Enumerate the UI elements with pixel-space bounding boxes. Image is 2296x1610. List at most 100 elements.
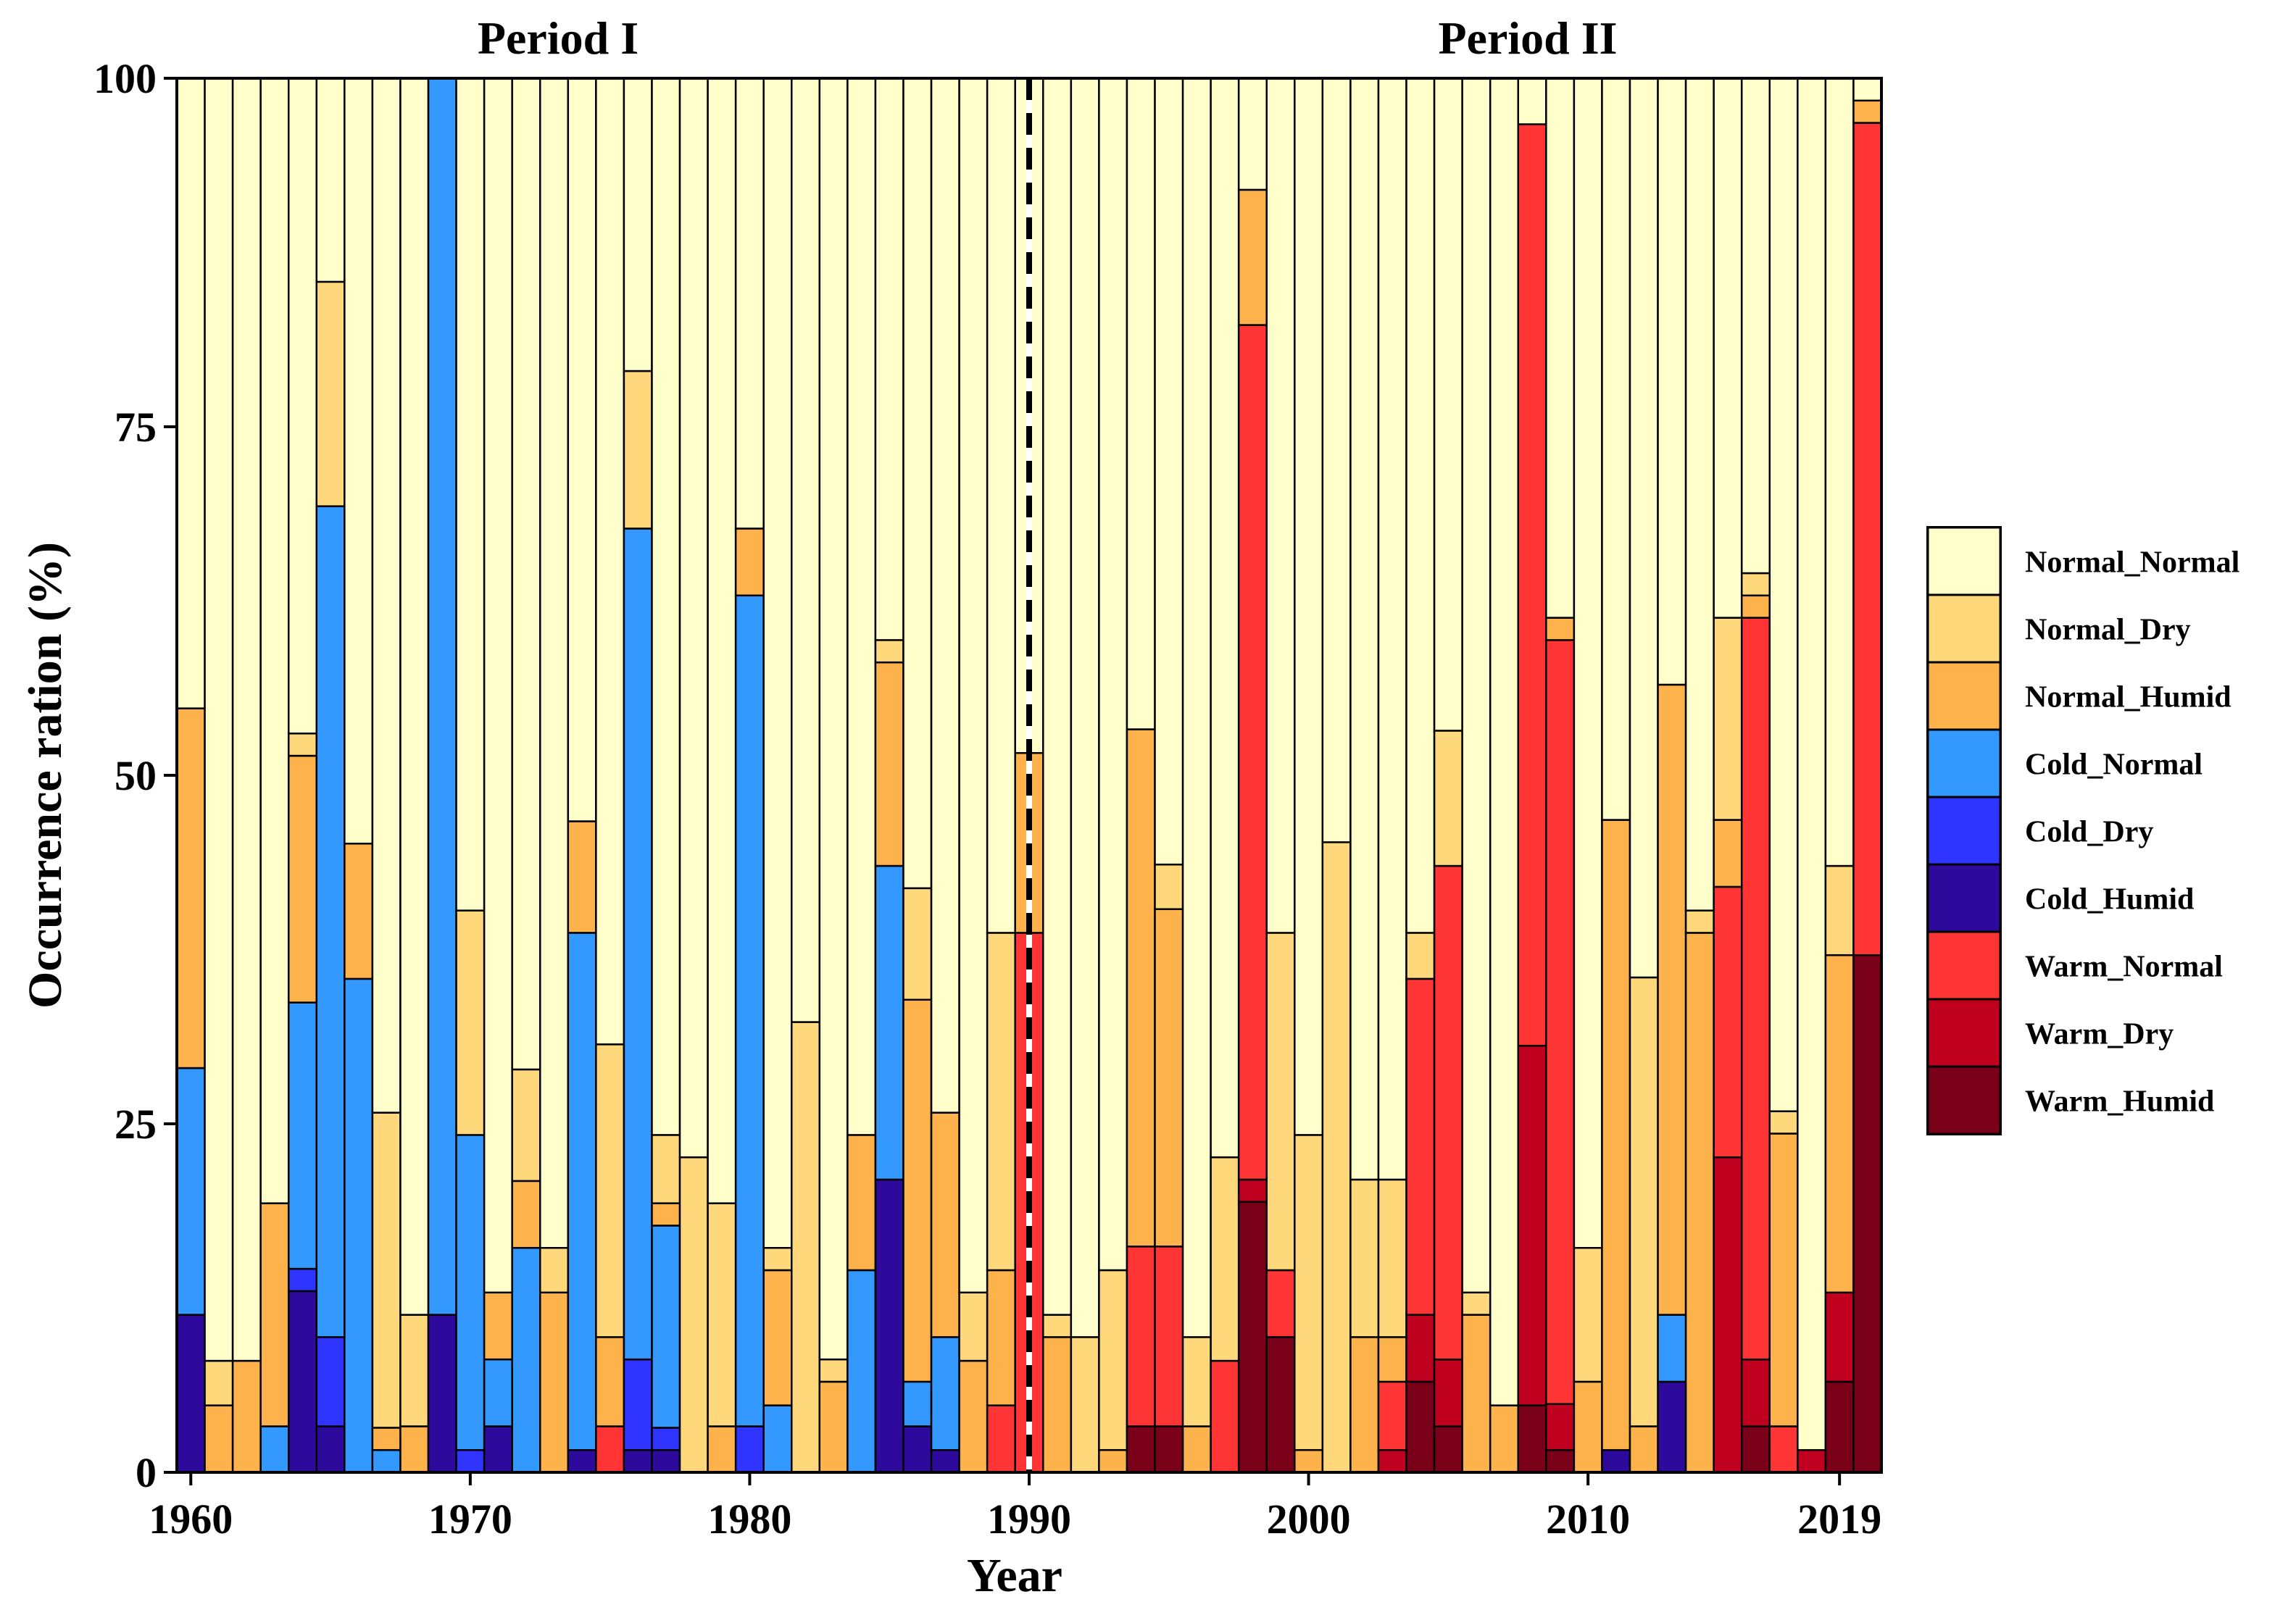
y-tick-label-100: 100 [93,55,157,102]
bar-segment-1962-normal-normal [231,77,262,1362]
bar-segment-1978-normal-dry [678,1156,709,1474]
bar-segment-2011-normal-humid [1601,819,1631,1451]
y-tick-label-50: 50 [115,752,157,799]
bar-segment-2013-cold-normal [1657,1314,1687,1383]
bar-segment-1986-normal-normal [902,77,933,890]
bar-segment-2005-warm-humid [1433,1425,1463,1474]
bar-segment-1995-normal-dry [1154,863,1184,910]
period-1-label: Period I [478,12,639,64]
legend-swatch-cold-normal [1926,728,2002,798]
bar-segment-1967-cold-normal [371,1448,402,1474]
bar-segment-1993-normal-dry [1098,1269,1128,1451]
legend-label-cold-normal: Cold_Normal [2025,748,2203,782]
x-axis-title: Year [967,1549,1062,1602]
bar-segment-1977-cold-dry [651,1427,681,1451]
bar-segment-2015-warm-dry [1713,1156,1743,1474]
bar-segment-1977-normal-normal [651,77,681,1136]
bar-segment-1977-cold-normal [651,1225,681,1429]
bar-segment-1980-normal-humid [734,527,765,597]
bar-segment-1999-normal-dry [1265,932,1296,1272]
legend-swatch-normal-dry [1926,593,2002,664]
legend-swatch-cold-humid [1926,863,2002,933]
bar-segment-2003-normal-humid [1377,1336,1407,1383]
bar-segment-2019-normal-dry [1824,864,1855,956]
bar-segment-1987-normal-humid [930,1111,960,1338]
bar-segment-1976-normal-normal [623,77,653,372]
bar-segment-1969-cold-humid [427,1314,457,1474]
bar-segment-1999-warm-humid [1265,1336,1296,1474]
bar-segment-2004-normal-dry [1405,932,1436,980]
bar-segment-2016-normal-humid [1740,594,1771,619]
bar-segment-1991-normal-normal [1042,77,1073,1316]
bar-segment-1963-normal-humid [259,1202,290,1427]
bar-segment-1998-normal-normal [1237,77,1268,191]
bar-segment-2014-normal-normal [1684,77,1715,912]
bar-segment-2010-normal-normal [1573,77,1603,1249]
bar-segment-2015-normal-humid [1713,819,1743,888]
bar-segment-2007-normal-humid [1489,1404,1520,1474]
bar-segment-2020-warm-normal [1852,122,1883,956]
bar-segment-1980-normal-normal [734,77,765,530]
bar-segment-2005-warm-normal [1433,864,1463,1361]
x-tick-label-1960: 1960 [149,1496,233,1543]
legend-label-cold-dry: Cold_Dry [2025,816,2153,849]
bar-segment-1985-normal-humid [874,661,904,867]
bar-segment-2019-warm-humid [1824,1380,1855,1474]
bar-segment-2013-cold-humid [1657,1380,1687,1474]
bar-segment-1987-cold-humid [930,1448,960,1474]
legend-label-warm-humid: Warm_Humid [2025,1085,2214,1119]
bar-segment-1981-cold-normal [762,1404,793,1474]
bar-segment-1963-normal-normal [259,77,290,1204]
bar-segment-1989-normal-humid [986,1269,1016,1406]
bar-segment-2012-normal-dry [1629,976,1659,1427]
bar-segment-1968-normal-normal [399,77,430,1316]
bar-segment-2014-normal-humid [1684,932,1715,1474]
bar-segment-2000-normal-dry [1294,1134,1324,1451]
bar-segment-1973-normal-normal [539,77,570,1249]
bar-segment-1981-normal-dry [762,1246,793,1272]
bar-segment-1960-normal-humid [175,707,206,1069]
bar-segment-1974-cold-humid [567,1448,597,1474]
bar-segment-1966-cold-normal [344,977,374,1474]
bar-segment-2015-normal-dry [1713,617,1743,821]
legend-swatch-cold-dry [1926,796,2002,866]
bar-segment-1960-cold-humid [175,1314,206,1474]
bar-segment-1989-normal-dry [986,932,1016,1272]
legend: Normal_Normal Normal_Dry Normal_Humid Cold_… [1926,526,2239,1135]
bar-segment-2002-normal-normal [1349,77,1380,1181]
legend-label-normal-dry: Normal_Dry [2025,614,2191,647]
bar-segment-2004-warm-normal [1405,977,1436,1316]
bar-segment-2014-normal-dry [1684,909,1715,934]
bar-segment-1981-normal-humid [762,1269,793,1406]
bar-segment-1964-normal-normal [287,77,318,735]
bar-segment-1981-normal-normal [762,77,793,1249]
bar-segment-2009-normal-humid [1545,617,1576,641]
bar-segment-2016-warm-humid [1740,1425,1771,1474]
bar-segment-1961-normal-humid [204,1404,234,1474]
bar-segment-2009-warm-humid [1545,1448,1576,1474]
bar-segment-1984-normal-normal [847,77,877,1136]
x-axis: 1960 1970 1980 1990 2000 2010 2019 [149,1472,1881,1543]
bar-segment-1984-cold-normal [847,1269,877,1474]
bar-segment-1979-normal-humid [707,1425,737,1474]
bar-segment-1986-cold-humid [902,1425,933,1474]
bar-segment-1975-warm-normal [595,1425,625,1474]
x-tick-label-2019: 2019 [1797,1496,1881,1543]
bar-segment-2001-normal-normal [1321,77,1352,843]
bar-segment-2013-normal-humid [1657,683,1687,1316]
bar-segment-1978-normal-normal [678,77,709,1159]
bar-segment-1962-normal-humid [231,1359,262,1474]
bar-segment-1965-cold-humid [315,1425,346,1474]
bar-segment-1967-normal-normal [371,77,402,1114]
bar-segment-2008-warm-normal [1517,123,1547,1047]
bar-segment-1980-cold-dry [734,1425,765,1474]
bar-segment-1967-normal-dry [371,1111,402,1429]
bar-segment-1984-normal-humid [847,1134,877,1272]
bar-segment-1960-cold-normal [175,1067,206,1316]
bar-segment-1986-normal-dry [902,887,933,1001]
bar-segment-1983-normal-normal [818,77,849,1361]
bar-segment-2010-normal-humid [1573,1380,1603,1474]
bar-segment-1995-warm-humid [1154,1425,1184,1474]
bar-segment-2007-normal-normal [1489,77,1520,1406]
bar-segment-1972-cold-normal [511,1246,541,1474]
